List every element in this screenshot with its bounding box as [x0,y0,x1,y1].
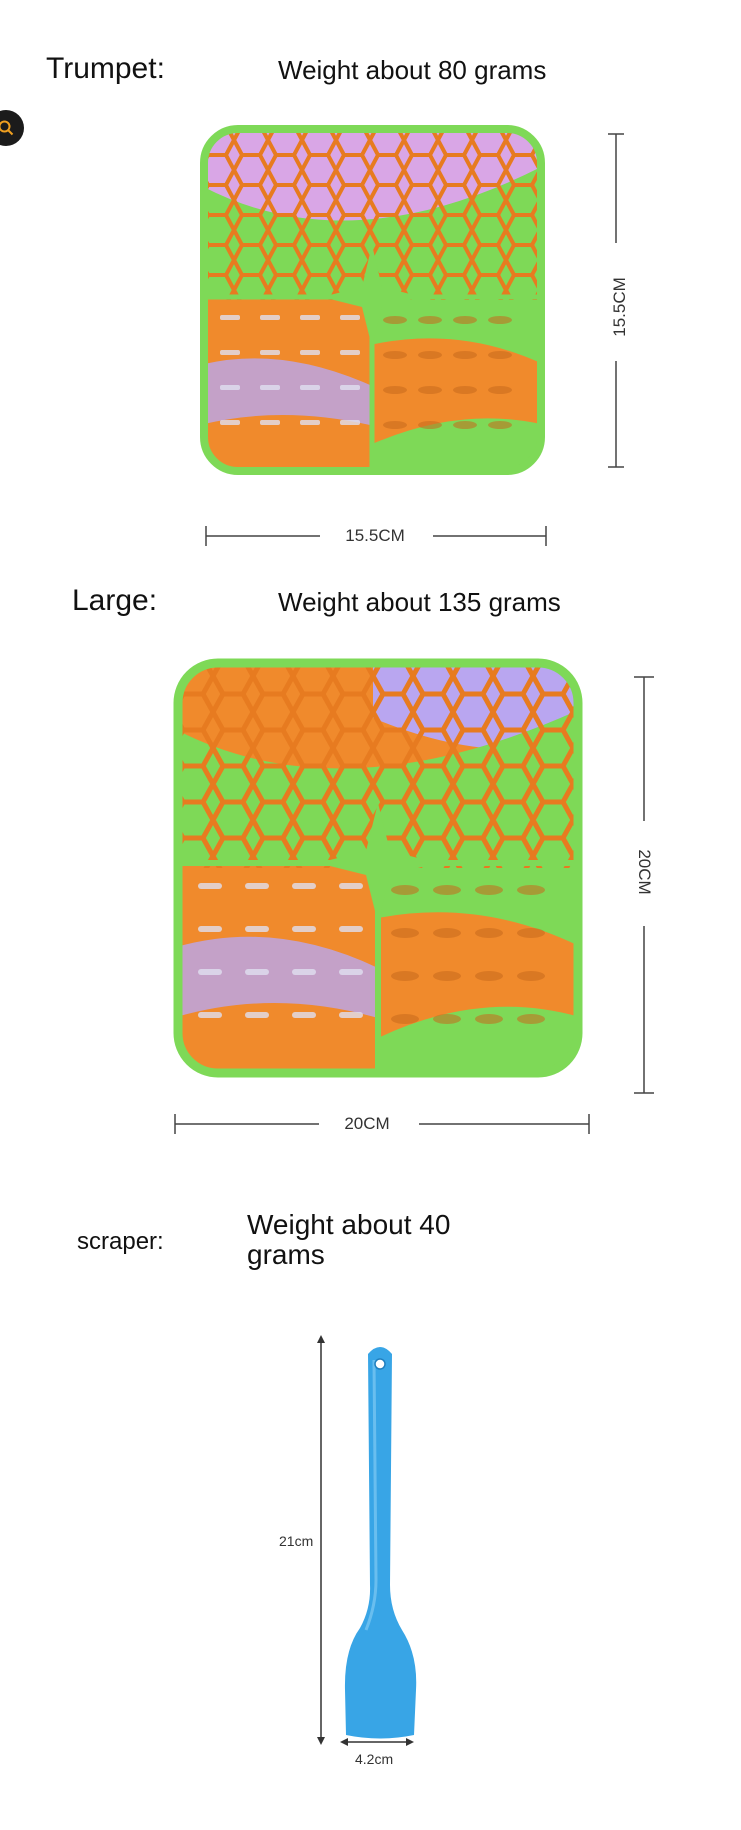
scraper-spatula-image [344,1347,417,1739]
scraper-width-dimension [340,1738,414,1746]
large-weight: Weight about 135 grams [278,587,561,617]
large-lick-mat-image [173,658,583,1078]
trumpet-weight: Weight about 80 grams [278,55,547,85]
large-label: Large: [72,584,158,617]
scraper-weight-line1: Weight about 40 [247,1209,451,1240]
large-width-label: 20CM [344,1114,390,1133]
trumpet-height-label: 15.5CM [610,277,629,337]
scraper-weight-line2: grams [247,1239,325,1270]
search-button[interactable] [0,110,24,146]
large-height-dimension [634,676,654,1094]
trumpet-width-dimension [205,526,547,546]
trumpet-label: Trumpet: [46,52,165,85]
large-width-dimension [174,1114,590,1134]
trumpet-lick-mat-image [200,125,545,475]
scraper-height-dimension [317,1335,325,1745]
trumpet-height-dimension [608,133,624,468]
scraper-label: scraper: [77,1228,164,1255]
scraper-width-label: 4.2cm [355,1751,394,1767]
trumpet-width-label: 15.5CM [345,526,405,545]
scraper-weight: Weight about 40 grams [247,1210,450,1270]
scraper-height-label: 21cm [279,1533,314,1549]
large-height-label: 20CM [635,849,654,895]
search-icon [0,120,14,136]
